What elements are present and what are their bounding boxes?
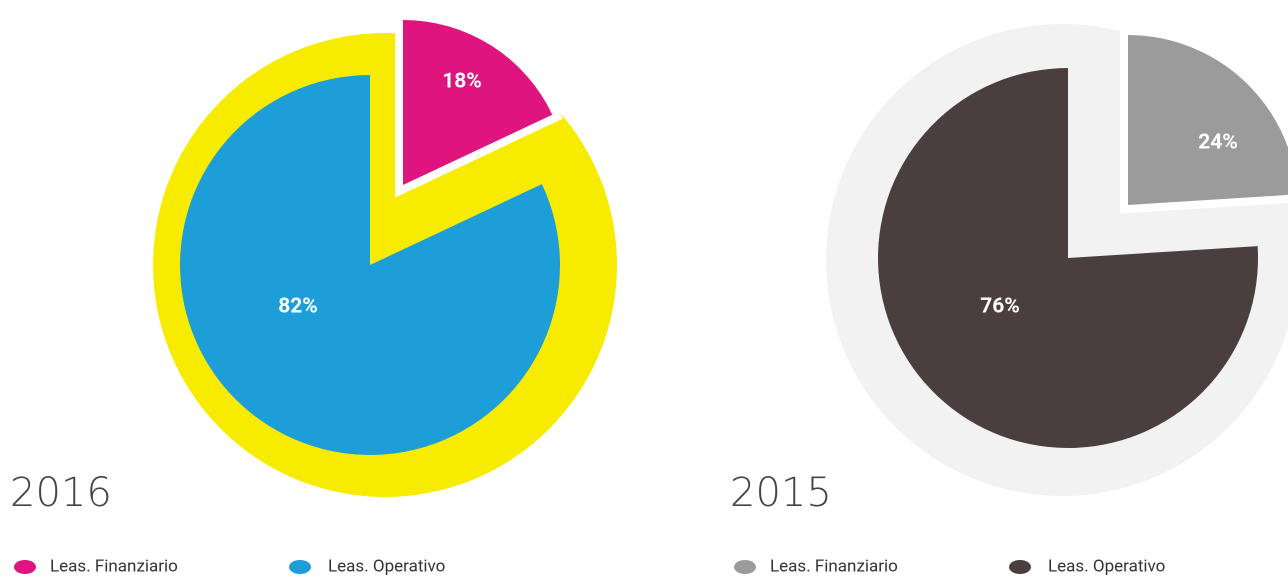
value-label: 76% xyxy=(980,295,1020,319)
legend-swatch xyxy=(1009,560,1031,574)
value-label: 18% xyxy=(442,70,482,94)
pie-slice xyxy=(179,75,560,456)
value-label: 24% xyxy=(1198,131,1238,155)
legend-label: Leas. Finanziario xyxy=(50,556,178,576)
pie-slice-exploded xyxy=(1120,26,1288,214)
chart-title: 2016 xyxy=(10,470,112,516)
pie-slice xyxy=(878,68,1258,448)
pie-slice-exploded xyxy=(395,11,563,198)
value-label: 82% xyxy=(278,295,318,319)
legend-label: Leas. Operativo xyxy=(1048,556,1165,576)
legend-label: Leas. Finanziario xyxy=(770,556,898,576)
legend-label: Leas. Operativo xyxy=(328,556,445,576)
legend-swatch xyxy=(14,560,36,574)
chart-title: 2015 xyxy=(730,470,832,516)
legend-swatch xyxy=(734,560,756,574)
legend-swatch xyxy=(289,560,311,574)
